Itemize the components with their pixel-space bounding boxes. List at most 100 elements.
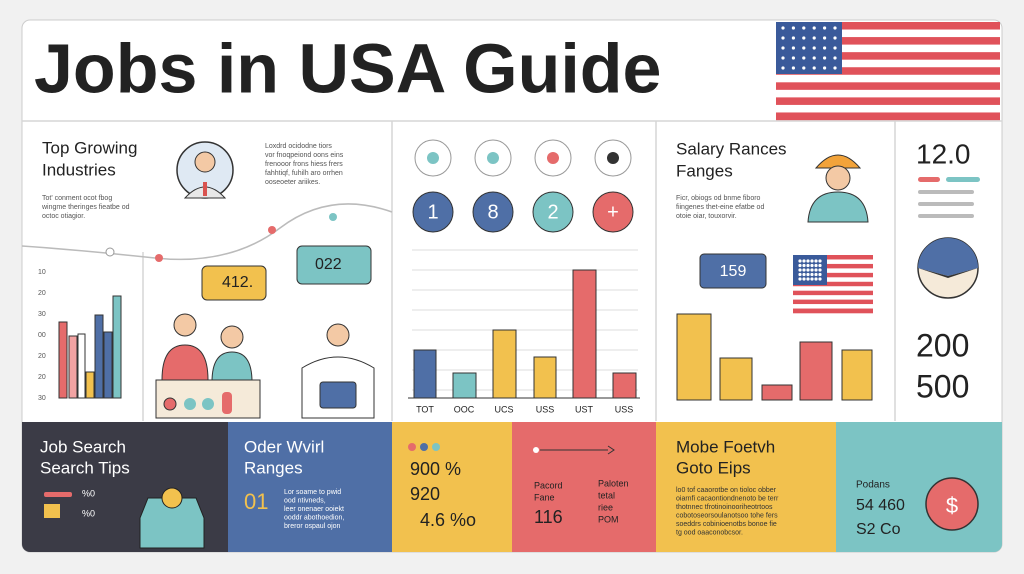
bubble	[296, 245, 372, 285]
star	[810, 268, 814, 272]
x-label: OOC	[454, 404, 475, 414]
stripe	[793, 281, 873, 287]
number-badge	[532, 191, 574, 233]
text-line: octoc otiagior.	[42, 213, 85, 220]
star	[791, 26, 796, 30]
star	[814, 259, 818, 263]
star	[791, 56, 796, 60]
text-line: otoie oiar, touxorvir.	[676, 213, 737, 220]
icon-glyph	[547, 152, 559, 164]
bubble-text: 412.	[222, 274, 253, 291]
star	[802, 259, 806, 263]
stat: 4.6 %o	[420, 510, 476, 530]
text-line: fiingenes thet-eine efatbe od	[676, 204, 764, 211]
icon	[44, 492, 72, 497]
star	[810, 277, 814, 281]
stripe	[776, 22, 1000, 30]
text-line: 20	[38, 353, 46, 360]
canton	[793, 255, 827, 285]
stripe	[793, 299, 873, 305]
star	[810, 263, 814, 268]
stripe	[793, 268, 873, 274]
bar	[68, 335, 78, 399]
dot	[432, 443, 440, 451]
star	[806, 272, 810, 277]
badge	[699, 253, 767, 289]
text-line: leer onenaer ooiekt	[284, 506, 344, 513]
star	[814, 263, 818, 268]
text-line: breror ospaul ojon	[284, 523, 341, 530]
star	[818, 277, 822, 281]
number: 2	[547, 201, 558, 223]
star	[833, 36, 837, 40]
icon	[44, 504, 60, 518]
number: 01	[244, 489, 268, 514]
text-line: tg ood oaaconobcsor.	[676, 529, 743, 536]
text-line: 20	[38, 374, 46, 381]
number-badge	[592, 191, 634, 233]
bars	[413, 269, 637, 399]
star	[802, 277, 806, 281]
icon-glyph	[427, 152, 439, 164]
icon-label: %0	[82, 508, 95, 518]
text-line: Lor soame to pwid	[284, 489, 341, 496]
star	[833, 56, 837, 60]
panel	[656, 422, 836, 552]
label: Fane	[534, 492, 555, 502]
text-line: lo0 tof caaorotbe on tioloc obber	[676, 487, 777, 494]
star	[814, 277, 818, 281]
text-line: thotnnec tfrotinoinooriheotrtoos	[676, 504, 773, 511]
stripe	[793, 263, 873, 269]
stripe	[776, 74, 1000, 83]
star	[818, 272, 822, 277]
star	[806, 268, 810, 272]
star	[781, 26, 785, 30]
arrow	[607, 445, 615, 455]
star	[798, 277, 802, 281]
star	[806, 259, 810, 263]
star	[818, 259, 822, 263]
stat: 12.0	[916, 138, 971, 169]
x-label: UCS	[494, 404, 513, 414]
stripe	[793, 290, 873, 296]
bar	[77, 333, 86, 399]
text-line: wingme theringes fieatbe od	[41, 204, 130, 211]
star	[798, 259, 802, 263]
avatar-face	[194, 151, 216, 173]
stripe	[776, 104, 1000, 113]
heading: Goto Eips	[676, 458, 751, 477]
stripe	[793, 259, 873, 265]
lines	[918, 177, 980, 218]
stripe	[776, 37, 1000, 45]
text-line: tetal	[598, 490, 615, 500]
star	[798, 268, 802, 272]
text-line: 30	[38, 395, 46, 402]
flag	[776, 22, 1000, 121]
bar	[112, 295, 122, 399]
stat: 54 460	[856, 497, 905, 514]
star	[810, 259, 814, 263]
text-line: Paloten	[598, 478, 629, 488]
star	[818, 268, 822, 272]
title: Jobs in USA Guide	[34, 29, 661, 107]
text-line: POM	[598, 514, 619, 524]
text-line: 10	[38, 269, 46, 276]
label: Podans	[856, 480, 890, 491]
panel	[512, 422, 656, 552]
star	[812, 26, 816, 30]
star	[823, 66, 827, 70]
star	[806, 277, 810, 281]
number: 8	[487, 201, 498, 223]
bubble-text: 022	[315, 256, 342, 273]
star	[810, 272, 814, 277]
bar	[58, 321, 68, 399]
stripe	[776, 67, 1000, 76]
stat: 116	[534, 507, 563, 527]
stripe	[793, 304, 873, 309]
stripe	[776, 82, 1000, 91]
text-line: frenooor frons hiess frers	[265, 161, 343, 168]
star	[812, 46, 816, 50]
heading: Fanges	[676, 161, 733, 180]
star	[781, 56, 785, 60]
bag-icon	[161, 487, 183, 509]
